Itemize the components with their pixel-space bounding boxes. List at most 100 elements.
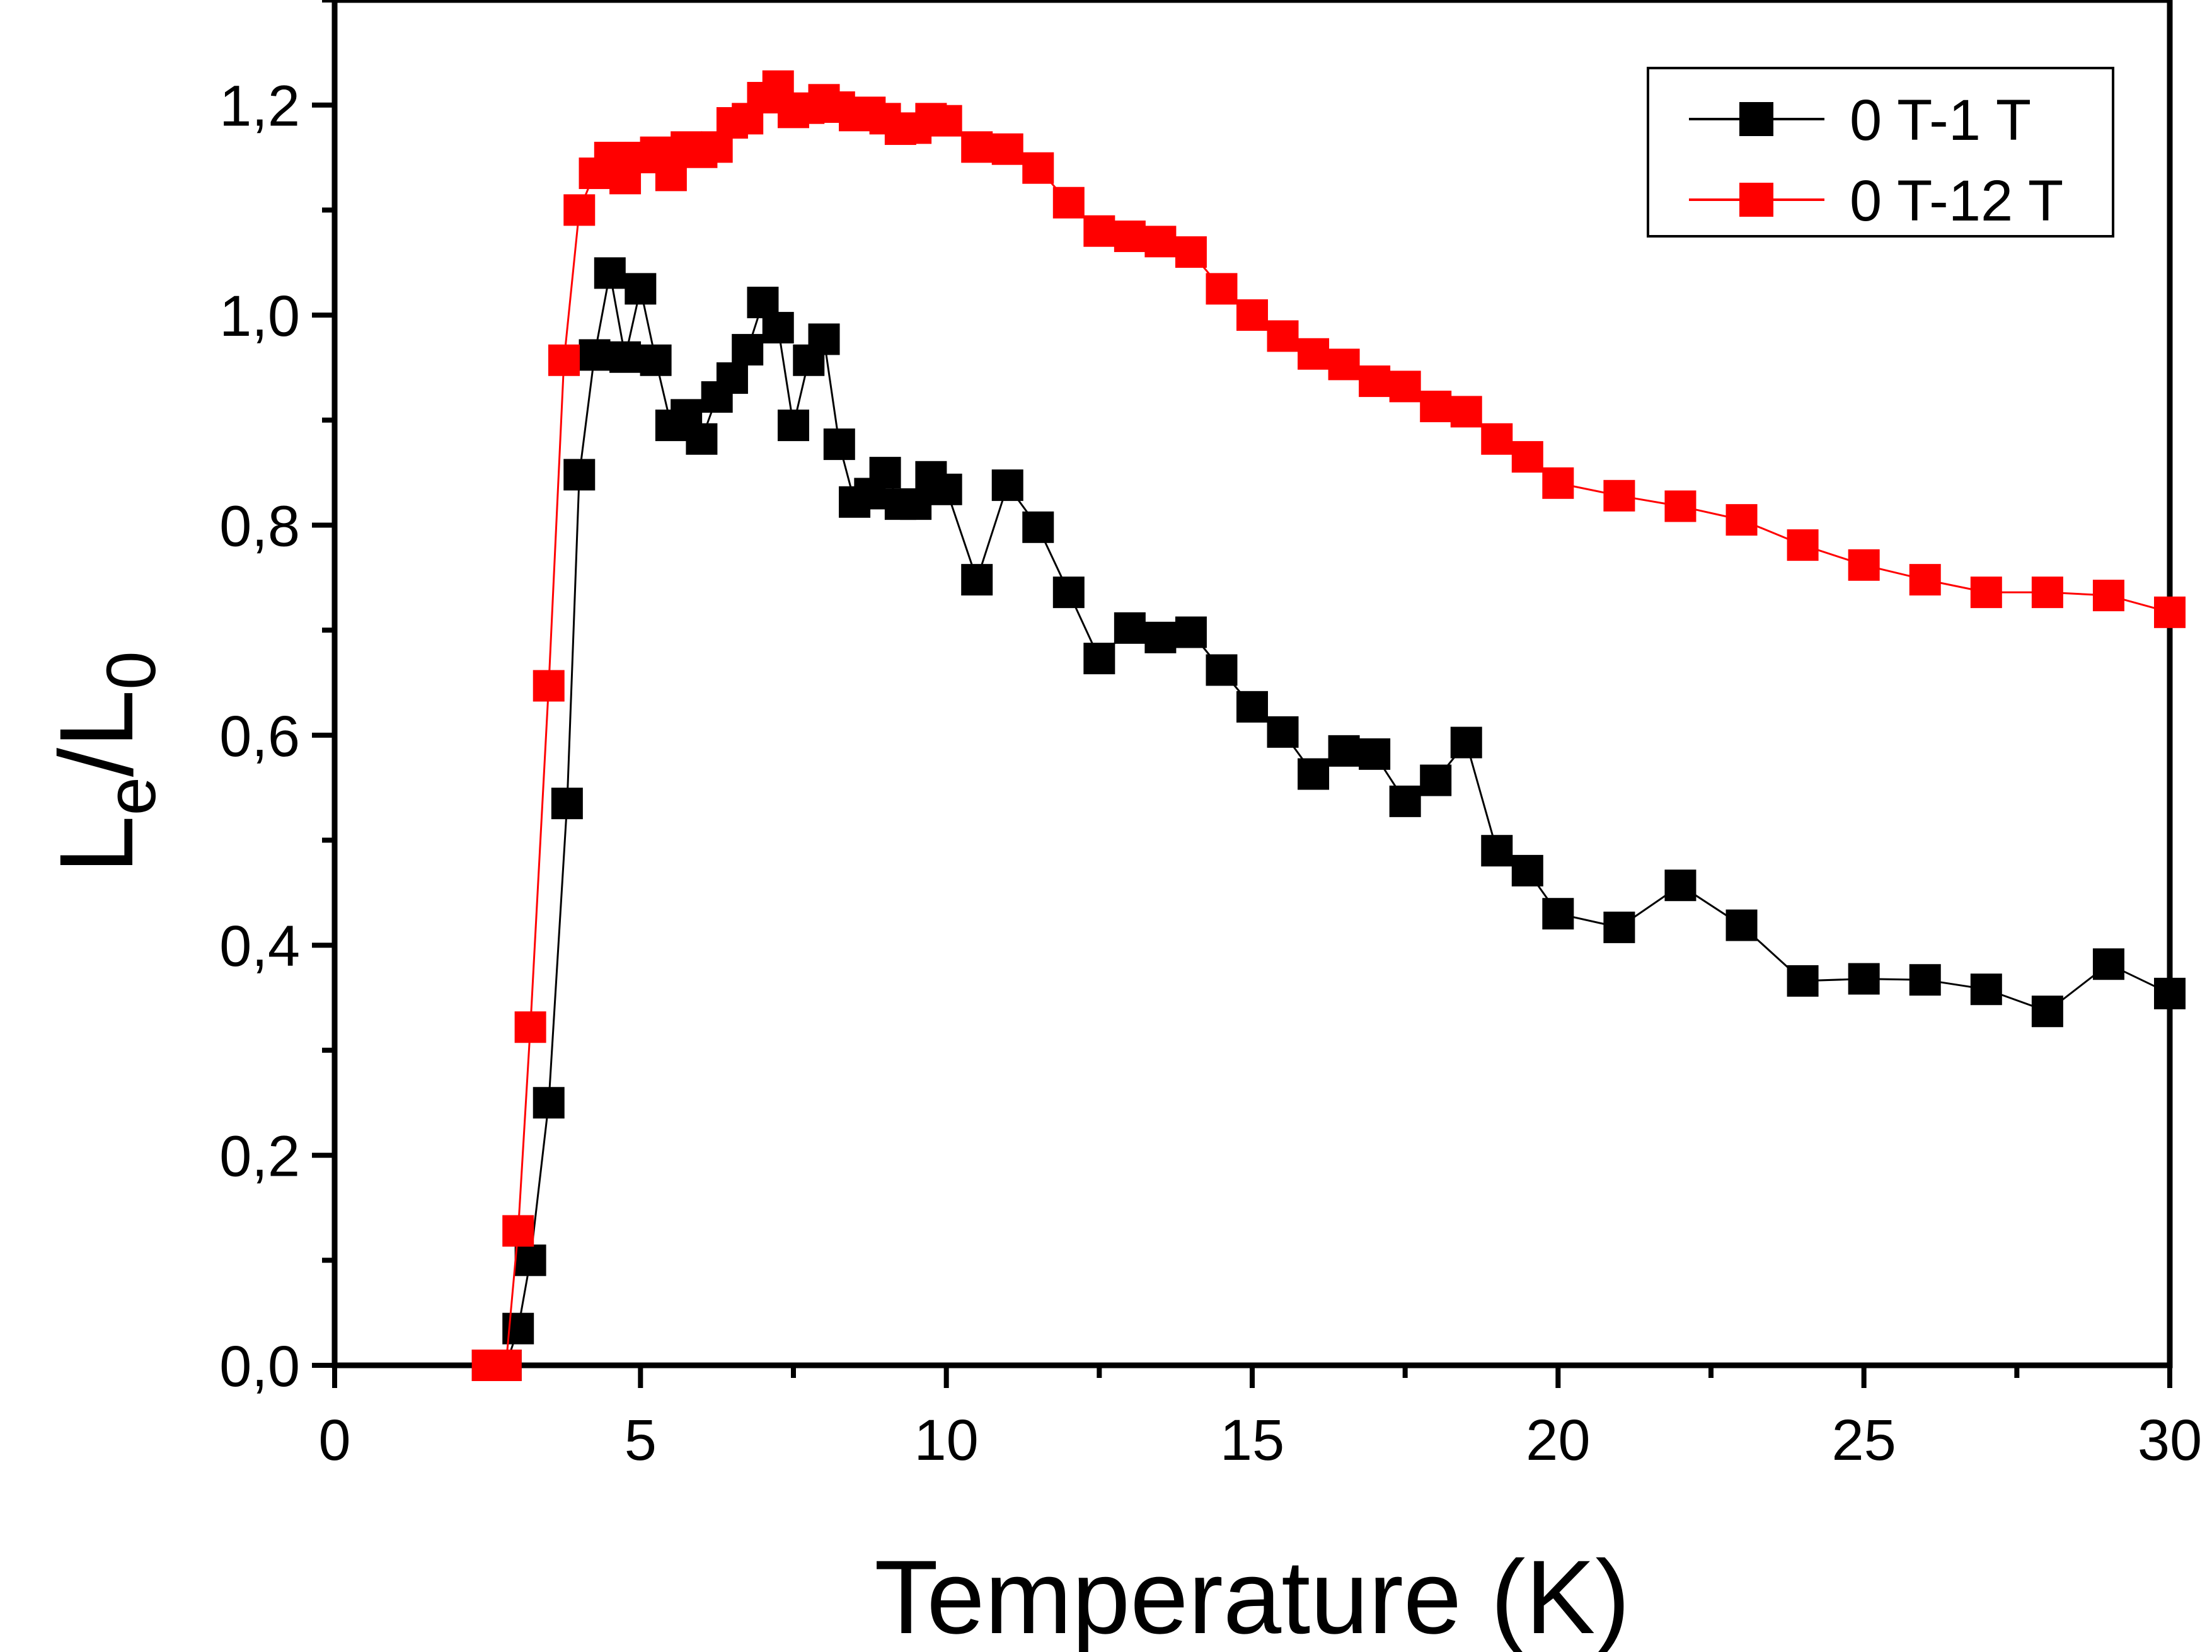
series-1-point (1267, 716, 1299, 748)
series-2-point (502, 1215, 534, 1247)
series-2-point (991, 133, 1023, 165)
series-2-point (1664, 490, 1696, 522)
series-2-point (930, 105, 962, 137)
series-2-point (490, 1350, 522, 1381)
series-2-point (514, 1011, 546, 1043)
series-1-point (716, 362, 748, 394)
x-tick-label: 20 (1526, 1408, 1590, 1472)
series-2-point (1450, 396, 1482, 428)
series-2-point (1206, 273, 1238, 305)
series-1-point (2031, 995, 2063, 1028)
y-tick-label: 0,6 (219, 704, 300, 769)
legend-label-series-2: 0 T-12 T (1850, 169, 2063, 233)
series-1-point (1848, 963, 1880, 995)
legend-marker-series-2 (1739, 183, 1773, 217)
series-1-point (1664, 869, 1696, 902)
series-1-point (502, 1312, 534, 1345)
series-2-point (1603, 479, 1635, 512)
series-1-point (808, 323, 840, 355)
series-1-point (1175, 616, 1207, 648)
series-1-point (594, 257, 626, 289)
series-2-point (1144, 226, 1177, 258)
x-tick-label: 15 (1220, 1408, 1284, 1472)
series-2-point (1236, 299, 1268, 331)
y-tick-label: 0,2 (219, 1125, 300, 1189)
series-1-line (487, 273, 2170, 1367)
series-1-point (1511, 854, 1543, 886)
series-1-point (1542, 898, 1574, 930)
x-tick-label: 0 (318, 1408, 350, 1472)
series-2-point (1359, 365, 1391, 398)
series-2-point (1725, 504, 1758, 536)
series-1-point (762, 312, 794, 344)
series-2-point (1114, 221, 1146, 253)
series-2-point (1542, 467, 1574, 499)
series-1-point (1052, 576, 1085, 609)
series-1-point (900, 488, 932, 520)
legend: 0 T-1 T 0 T-12 T (1647, 67, 2114, 238)
series-2-point (655, 159, 687, 192)
series-1-point (625, 273, 657, 305)
y-tick-label: 0,0 (219, 1334, 300, 1399)
series-1-point (1298, 758, 1330, 790)
series-2-point (1848, 549, 1880, 581)
series-2-point (1389, 370, 1421, 403)
series-1-point (1787, 965, 1819, 997)
series-1-point (869, 457, 901, 489)
series-1-point (579, 339, 611, 371)
series-1-point (961, 564, 993, 596)
x-tick-label: 10 (914, 1408, 978, 1472)
series-1-point (514, 1244, 546, 1276)
series-1-point (1389, 785, 1421, 817)
series-2-line (487, 84, 2170, 1367)
legend-marker-series-1 (1739, 102, 1773, 136)
y-tick-label: 0,8 (219, 494, 300, 558)
series-2-point (1022, 152, 1054, 184)
series-1-point (1359, 738, 1391, 770)
series-2-point (548, 344, 580, 376)
series-1-point (1450, 726, 1482, 759)
series-1-point (640, 344, 672, 376)
y-tick-label: 1,0 (219, 284, 300, 348)
y-axis-ticks: 0,0 0,2 0,4 0,6 0,8 1,0 1,2 (219, 0, 335, 1399)
series-1-point (778, 410, 809, 442)
series-1-point (609, 341, 642, 373)
y-tick-label: 0,4 (219, 914, 300, 978)
series-1-point (1236, 691, 1268, 723)
series-1-point (1206, 654, 1238, 686)
y-axis-title: Le/L0 (38, 651, 170, 873)
series-2-point (1511, 441, 1543, 473)
series-2-point (762, 70, 794, 102)
series-1-point (1481, 835, 1513, 867)
x-axis-ticks: 0 5 10 15 20 25 30 (318, 1365, 2202, 1472)
series-1-point (1725, 909, 1758, 941)
series-1-point (930, 473, 962, 505)
series-1-point (1328, 735, 1360, 767)
series-2-point (1420, 391, 1452, 423)
series-1-point (732, 334, 764, 366)
series-2-point (1083, 215, 1115, 247)
series-2-point (1052, 186, 1085, 219)
series-2-point (1909, 564, 1941, 596)
series-2-point (2154, 596, 2186, 628)
series-1-point (686, 423, 718, 455)
series-2-point (2092, 580, 2124, 612)
y-tick-label: 1,2 (219, 74, 300, 139)
series-1-point (991, 469, 1023, 502)
series-2-point (1328, 348, 1360, 381)
series-1-point (1144, 621, 1177, 653)
series-1-point (2092, 948, 2124, 980)
series-layer (471, 70, 2186, 1381)
series-2-point (563, 194, 596, 226)
series-1-point (1022, 511, 1054, 543)
series-1-point (1603, 911, 1635, 943)
x-tick-label: 30 (2138, 1408, 2202, 1472)
series-2-point (1175, 236, 1207, 268)
x-tick-label: 25 (1831, 1408, 1896, 1472)
series-1-point (1970, 973, 2002, 1006)
series-1-point (551, 788, 583, 820)
series-2-point (1267, 320, 1299, 352)
legend-box (1647, 67, 2114, 238)
series-1-point (2154, 977, 2186, 1009)
